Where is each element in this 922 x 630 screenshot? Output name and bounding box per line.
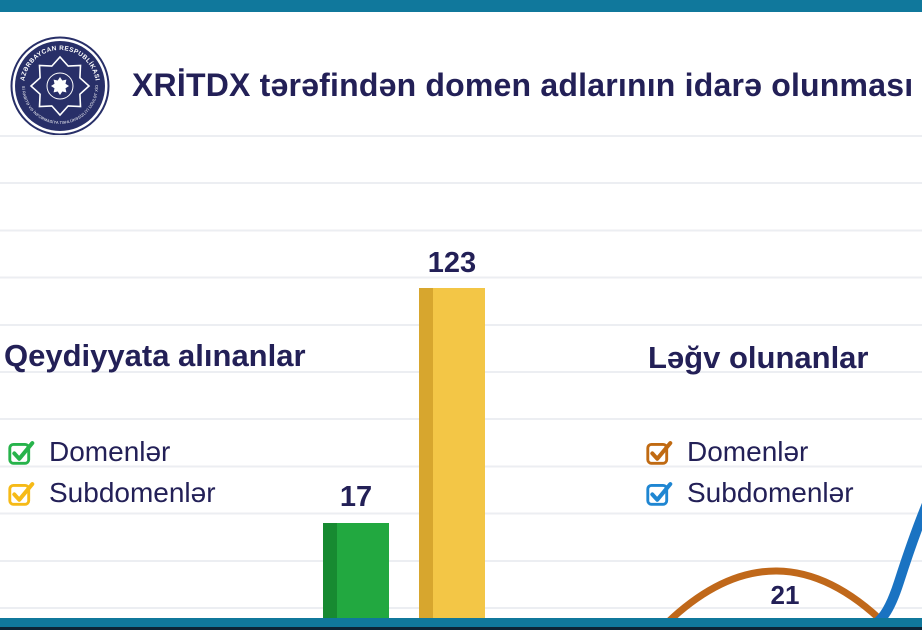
top-frame-bar — [0, 0, 922, 12]
legend-label: Domenlər — [49, 436, 171, 467]
legend-label: Domenlər — [687, 436, 809, 467]
bottom-frame-bar — [0, 618, 922, 627]
legend-item-registered-domens: Domenlər — [8, 436, 171, 467]
orange-checkbox-icon — [646, 440, 673, 465]
legend-item-cancelled-subdomens: Subdomenlər — [646, 477, 854, 508]
cancelled-heading: Ləğv olunanlar — [648, 340, 869, 375]
green-checkbox-icon — [8, 440, 35, 465]
slide-title: XRİTDX tərəfindən domen adlarının idarə … — [132, 67, 914, 103]
bar-value-domens: 17 — [339, 481, 373, 513]
bar-value-subdomens: 123 — [427, 247, 477, 279]
bar-registered-domens — [323, 523, 389, 618]
legend-label: Subdomenlər — [49, 477, 216, 508]
bottom-frame-edge — [0, 627, 922, 630]
legend-item-registered-subdomens: Subdomenlər — [8, 477, 216, 508]
legend-label: Subdomenlər — [687, 477, 854, 508]
agency-emblem-logo: AZƏRBAYCAN RESPUBLİKASI • XÜSUSİ RABİTƏ … — [10, 36, 110, 136]
registered-heading: Qeydiyyata alınanlar — [4, 338, 306, 373]
curve-value-domens: 21 — [770, 580, 800, 610]
legend-item-cancelled-domens: Domenlər — [646, 436, 809, 467]
center-star-icon — [51, 77, 69, 95]
octagram-star-icon — [29, 55, 91, 117]
blue-checkbox-icon — [646, 481, 673, 506]
yellow-checkbox-icon — [8, 481, 35, 506]
bar-registered-subdomens — [419, 288, 485, 618]
